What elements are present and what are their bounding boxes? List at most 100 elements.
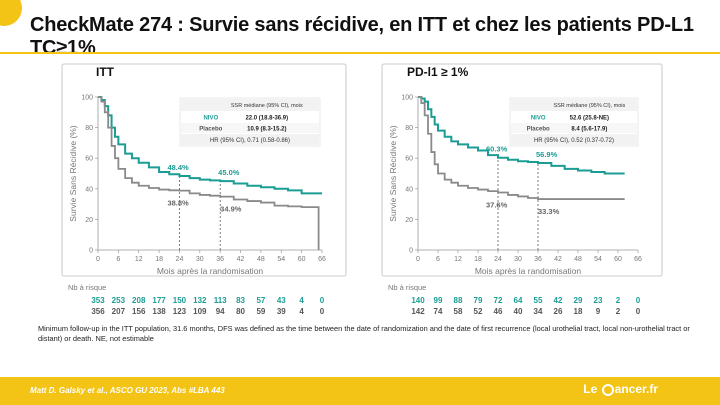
title-divider	[0, 52, 720, 54]
median-row-placebo-value: 8.4 (5.6-17.9)	[571, 127, 607, 133]
at-risk-nivo-count: 113	[214, 296, 227, 305]
y-axis-label: Survie Sans Récidive (%)	[388, 125, 398, 222]
median-table-header-bg	[511, 99, 637, 111]
at-risk-nivo-count: 2	[616, 296, 621, 305]
at-risk-nivo-count: 0	[320, 296, 325, 305]
x-tick-label: 48	[574, 256, 582, 263]
lecancer-logo: Le ancer.fr	[583, 382, 658, 396]
median-row-nivo-value: 22.0 (18.8-36.9)	[245, 116, 288, 122]
y-tick-label: 0	[89, 248, 93, 255]
at-risk-placebo-count: 156	[132, 307, 146, 316]
at-risk-placebo-count: 142	[411, 307, 425, 316]
at-risk-placebo-count: 207	[112, 307, 126, 316]
median-row-placebo-label: Placebo	[199, 127, 222, 133]
nivo-km-curve	[98, 96, 322, 195]
corner-decoration	[0, 0, 22, 26]
x-tick-label: 54	[277, 256, 285, 263]
nivo-landmark-value: 48.4%	[167, 163, 189, 172]
panel-label: PD-l1 ≥ 1%	[407, 65, 469, 79]
y-tick-label: 20	[85, 217, 93, 224]
x-tick-label: 36	[216, 256, 224, 263]
at-risk-placebo-count: 138	[152, 307, 166, 316]
median-table-header-bg	[181, 99, 319, 111]
at-risk-placebo-count: 109	[193, 307, 207, 316]
at-risk-nivo-count: 132	[193, 296, 207, 305]
x-tick-label: 60	[614, 256, 622, 263]
x-tick-label: 36	[534, 256, 542, 263]
x-tick-label: 6	[116, 256, 120, 263]
x-tick-label: 48	[257, 256, 265, 263]
at-risk-nivo-count: 99	[434, 296, 443, 305]
nivo-landmark-value: 45.0%	[218, 168, 240, 177]
at-risk-nivo-count: 208	[132, 296, 146, 305]
y-tick-label: 40	[85, 186, 93, 193]
at-risk-placebo-count: 0	[636, 307, 641, 316]
at-risk-placebo-count: 26	[554, 307, 563, 316]
at-risk-placebo-count: 46	[494, 307, 503, 316]
at-risk-nivo-count: 57	[256, 296, 265, 305]
at-risk-placebo-count: 356	[91, 307, 105, 316]
at-risk-nivo-count: 42	[554, 296, 563, 305]
at-risk-placebo-count: 94	[216, 307, 225, 316]
at-risk-placebo-count: 40	[514, 307, 523, 316]
y-tick-label: 40	[405, 186, 413, 193]
placebo-landmark-value: 38.8%	[167, 199, 189, 208]
at-risk-placebo-count: 4	[299, 307, 304, 316]
x-axis-label: Mois après la randomisation	[475, 266, 582, 276]
median-table-hr-bg	[511, 134, 637, 145]
median-row-placebo-label: Placebo	[527, 127, 550, 133]
hazard-ratio-text: HR (95% CI), 0.52 (0.37-0.72)	[534, 138, 614, 144]
x-tick-label: 42	[237, 256, 245, 263]
x-tick-label: 30	[514, 256, 522, 263]
at-risk-placebo-count: 74	[434, 307, 443, 316]
x-tick-label: 30	[196, 256, 204, 263]
x-tick-label: 60	[298, 256, 306, 263]
x-axis-label: Mois après la randomisation	[157, 266, 264, 276]
placebo-km-curve	[98, 96, 320, 250]
x-tick-label: 24	[176, 256, 184, 263]
x-tick-label: 66	[318, 256, 326, 263]
at-risk-nivo-count: 140	[411, 296, 425, 305]
logo-text-before: Le	[583, 382, 598, 396]
placebo-landmark-value: 33.3%	[538, 207, 560, 216]
x-tick-label: 12	[454, 256, 462, 263]
at-risk-nivo-count: 150	[173, 296, 187, 305]
at-risk-nivo-count: 72	[494, 296, 503, 305]
median-table-header: SSR médiane (95% CI), mois	[553, 103, 625, 109]
footer-bar: Matt D. Galsky et al., ASCO GU 2023, Abs…	[0, 377, 720, 405]
y-tick-label: 80	[85, 125, 93, 132]
panel-label: ITT	[96, 65, 115, 79]
at-risk-nivo-count: 88	[454, 296, 463, 305]
x-tick-label: 18	[474, 256, 482, 263]
x-tick-label: 24	[494, 256, 502, 263]
median-row-nivo-label: NIVO	[531, 116, 546, 122]
at-risk-label: Nb à risque	[68, 283, 106, 292]
at-risk-nivo-count: 29	[574, 296, 583, 305]
at-risk-placebo-count: 0	[320, 307, 325, 316]
nivo-landmark-value: 60.3%	[486, 145, 508, 154]
at-risk-nivo-count: 55	[534, 296, 543, 305]
at-risk-label: Nb à risque	[388, 283, 426, 292]
y-tick-label: 100	[81, 95, 93, 102]
placebo-landmark-value: 37.6%	[486, 200, 508, 209]
y-tick-label: 60	[405, 156, 413, 163]
nivo-km-curve	[418, 96, 625, 175]
median-table-row-bg	[181, 123, 319, 133]
at-risk-nivo-count: 253	[112, 296, 126, 305]
x-tick-label: 54	[594, 256, 602, 263]
reference-citation: Matt D. Galsky et al., ASCO GU 2023, Abs…	[30, 386, 225, 395]
median-row-placebo-value: 10.9 (8.3-15.2)	[247, 127, 286, 133]
x-tick-label: 12	[135, 256, 143, 263]
median-table-row-bg	[511, 112, 637, 122]
median-table-row-bg	[511, 123, 637, 133]
x-tick-label: 66	[634, 256, 642, 263]
at-risk-placebo-count: 80	[236, 307, 245, 316]
at-risk-nivo-count: 177	[152, 296, 166, 305]
at-risk-placebo-count: 58	[454, 307, 463, 316]
y-tick-label: 80	[405, 125, 413, 132]
at-risk-placebo-count: 39	[277, 307, 286, 316]
footnote: Minimum follow-up in the ITT population,…	[38, 324, 690, 343]
nivo-landmark-value: 56.9%	[536, 150, 558, 159]
